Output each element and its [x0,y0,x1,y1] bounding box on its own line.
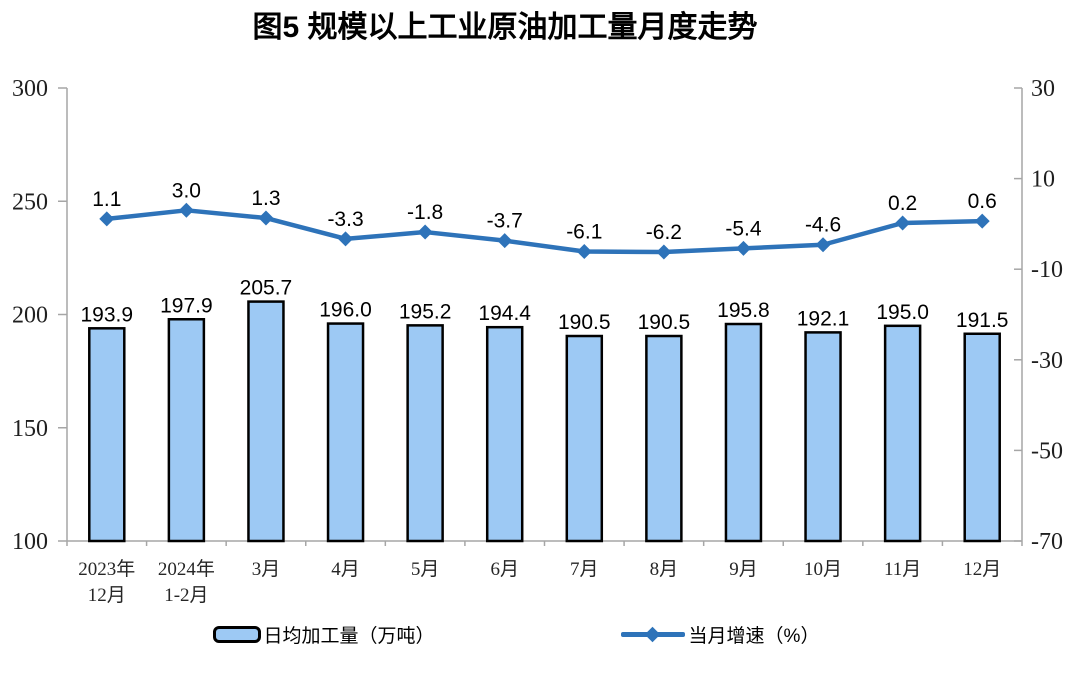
bar-value-label: 190.5 [558,311,611,334]
legend-line-label: 当月增速（%） [688,626,820,647]
line-value-label: 0.6 [968,190,997,213]
line-marker-diamond [815,237,831,253]
bar [326,322,365,543]
line-marker-diamond [656,244,672,260]
right-axis-tick-label: 10 [1031,167,1055,193]
bar [645,334,683,543]
left-axis-tick-label: 100 [12,529,48,555]
bar [485,325,524,543]
x-category-label: 9月 [729,559,758,580]
line-value-label: -3.3 [327,208,363,231]
line-value-label: 1.1 [92,188,121,211]
bar [406,324,444,543]
line-value-label: -6.2 [646,221,682,244]
x-category-label: 3月 [252,559,281,580]
bar-value-label: 195.8 [717,299,770,322]
bar [963,332,1001,543]
bar-value-label: 190.5 [638,311,691,334]
line-marker-diamond [895,215,911,231]
line-value-label: -5.4 [725,217,762,240]
line-marker-diamond [258,210,274,226]
legend-line-swatch-icon [620,626,685,643]
line-marker-diamond [497,233,513,249]
legend-item-line-series: 当月增速（%） [620,621,820,648]
bar-value-label: 192.1 [797,307,850,330]
x-category-label: 2024年 1-2月 [158,558,215,606]
line-value-label: 0.2 [888,192,917,215]
bar [565,334,604,543]
line-value-label: -1.8 [407,201,443,224]
bar-value-label: 205.7 [240,277,293,300]
legend-bar-label: 日均加工量（万吨） [263,626,435,647]
line-value-label: 1.3 [251,187,280,210]
right-axis-tick-label: -50 [1031,438,1063,464]
bar [804,331,842,543]
right-axis-tick-label: -70 [1031,529,1063,555]
x-category-label: 12月 [963,559,1001,580]
bar-value-label: 195.0 [876,301,929,324]
line-marker-diamond [178,202,194,218]
line-value-label: -3.7 [487,210,523,233]
chart-title: 图5 规模以上工业原油加工量月度走势 [252,11,758,44]
left-axis-tick-label: 250 [12,189,48,215]
bar-value-label: 195.2 [399,300,452,323]
legend-bar-swatch-icon [212,626,261,643]
line-marker-diamond [338,231,354,247]
bar-value-label: 194.4 [478,302,531,325]
line-marker-diamond [735,240,751,256]
growth-line [104,208,985,255]
line-marker-diamond [576,244,592,260]
bar [724,322,763,543]
x-category-label: 10月 [804,559,842,580]
x-category-label: 5月 [411,559,440,580]
bar [883,324,922,543]
legend: 日均加工量（万吨） 当月增速（%） [0,621,1056,648]
bar-value-label: 191.5 [956,309,1009,332]
diamond-marker-icon [644,626,660,643]
bar [167,318,206,543]
line-value-label: 3.0 [172,179,201,202]
legend-item-bar-series: 日均加工量（万吨） [212,621,435,648]
x-category-label: 4月 [331,559,360,580]
bar-value-label: 196.0 [319,299,372,322]
line-marker-diamond [417,224,433,240]
right-axis-tick-label: 30 [1031,76,1055,102]
left-axis-tick-label: 200 [12,303,48,329]
x-category-label: 6月 [490,559,519,580]
bar-value-label: 193.9 [81,303,134,326]
x-category-label: 2023年 12月 [78,558,135,606]
left-axis-tick-label: 150 [12,416,48,442]
x-category-label: 11月 [884,559,921,580]
x-category-label: 7月 [570,559,599,580]
line-marker-diamond [974,213,990,229]
bar [88,327,126,543]
bar-value-label: 197.9 [160,294,213,317]
right-axis-tick-label: -10 [1031,257,1063,283]
x-category-label: 8月 [650,559,679,580]
line-value-label: -6.1 [566,221,602,244]
right-axis-tick-label: -30 [1031,348,1063,374]
bar [247,300,285,543]
line-value-label: -4.6 [805,214,841,237]
left-axis-tick-label: 300 [12,76,48,102]
line-marker-diamond [99,211,115,227]
